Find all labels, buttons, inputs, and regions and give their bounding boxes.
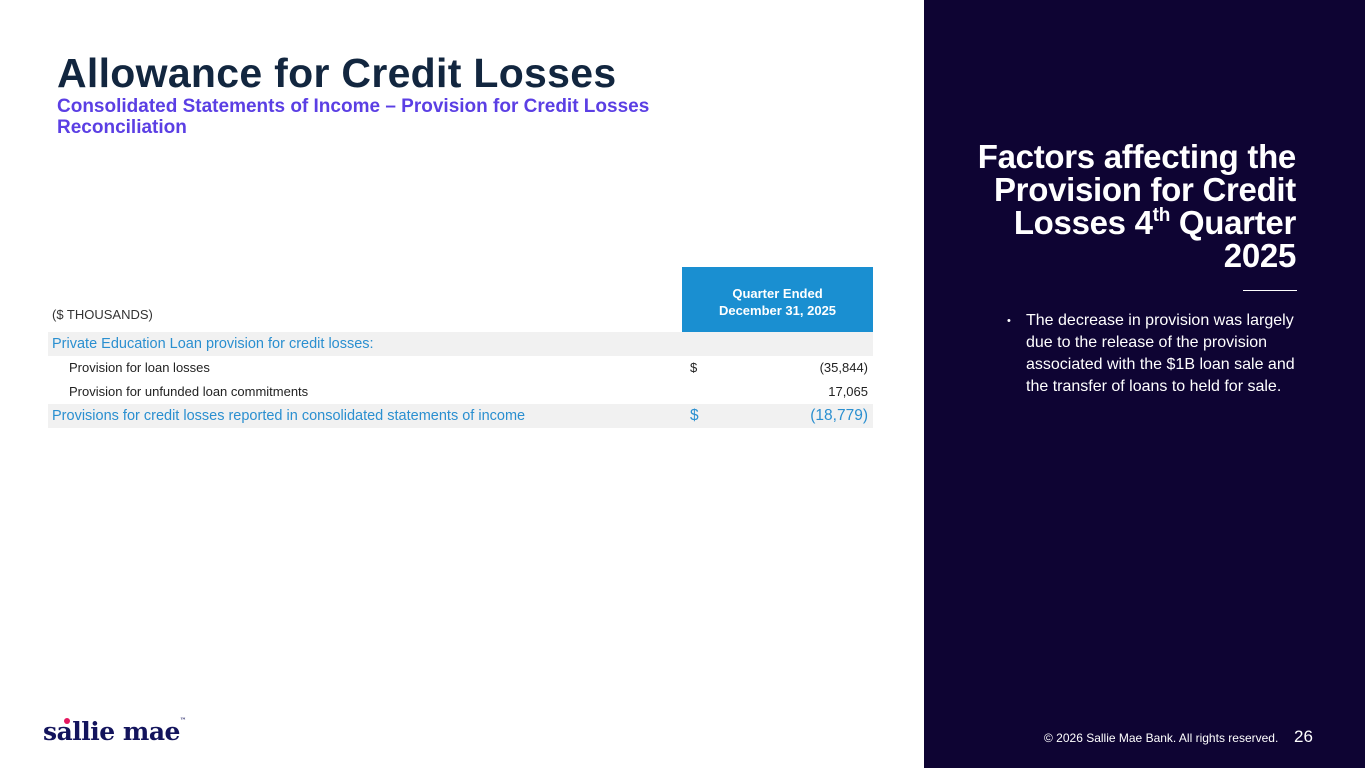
- content-area: Allowance for Credit Losses Consolidated…: [43, 50, 873, 746]
- table-row: Provision for loan losses $ (35,844): [48, 356, 873, 380]
- row-currency: $: [690, 360, 698, 375]
- total-currency: $: [690, 407, 699, 424]
- logo-dot-icon: [64, 718, 70, 724]
- page-subtitle: Consolidated Statements of Income – Prov…: [57, 96, 650, 138]
- total-value: (18,779): [810, 407, 868, 424]
- table-row: Provision for unfunded loan commitments …: [48, 380, 873, 404]
- column-header-quarter: Quarter Ended December 31, 2025: [682, 267, 873, 332]
- page-title: Allowance for Credit Losses: [57, 50, 617, 96]
- section-row: Private Education Loan provision for cre…: [48, 332, 873, 356]
- column-header-line1: Quarter Ended: [732, 285, 823, 301]
- row-value: 17,065: [828, 384, 868, 399]
- total-row: Provisions for credit losses reported in…: [48, 404, 873, 428]
- table-header: ($ THOUSANDS) Quarter Ended December 31,…: [48, 267, 873, 332]
- bullet-text: The decrease in provision was largely du…: [1026, 312, 1295, 395]
- row-label: Provision for loan losses: [69, 360, 210, 375]
- units-label: ($ THOUSANDS): [52, 307, 153, 322]
- section-label: Private Education Loan provision for cre…: [52, 336, 374, 352]
- column-header-line2: December 31, 2025: [718, 302, 837, 318]
- sidebar-panel: [924, 0, 1365, 768]
- bullet-icon: •: [1007, 315, 1011, 327]
- sidebar-title: Factors affecting the Provision for Cred…: [977, 138, 1297, 274]
- copyright: © 2026 Sallie Mae Bank. All rights reser…: [1044, 731, 1279, 745]
- reconciliation-table: ($ THOUSANDS) Quarter Ended December 31,…: [48, 267, 873, 428]
- page-number: 26: [1294, 727, 1313, 746]
- row-label: Provision for unfunded loan commitments: [69, 384, 309, 399]
- divider: [1243, 290, 1297, 291]
- total-label: Provisions for credit losses reported in…: [52, 408, 526, 424]
- bullet-item: • The decrease in provision was largely …: [1007, 310, 1297, 398]
- row-value: (35,844): [819, 360, 868, 375]
